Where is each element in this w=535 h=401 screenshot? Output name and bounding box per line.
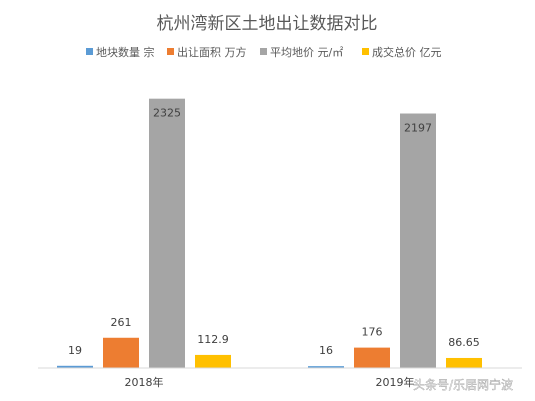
bars: 19 261 2325 112.9 16 176 2197 86.65 — [57, 98, 482, 369]
data-label-0-0: 19 — [68, 344, 82, 357]
data-label-1-1: 176 — [362, 326, 383, 339]
data-label-1-2: 2197 — [404, 122, 432, 135]
x-tick-label-1: 2019年 — [376, 375, 415, 389]
data-label-0-3: 112.9 — [197, 333, 229, 346]
x-tick-labels: 2018年 2019年 — [125, 375, 415, 389]
data-label-1-3: 86.65 — [448, 336, 480, 349]
legend-label-0: 地块数量 宗 — [96, 45, 155, 59]
data-label-0-1: 261 — [111, 316, 132, 329]
legend-swatch-2 — [260, 48, 267, 55]
data-label-0-2: 2325 — [153, 107, 181, 120]
bar-0-2 — [149, 98, 185, 368]
bar-0-0 — [57, 365, 93, 368]
bar-1-2 — [400, 113, 436, 369]
bar-0-3 — [195, 354, 231, 368]
legend-swatch-1 — [167, 48, 174, 55]
legend-label-2: 平均地价 元/㎡ — [270, 46, 343, 59]
bar-1-3 — [446, 357, 482, 368]
chart-title: 杭州湾新区土地出让数据对比 — [157, 14, 378, 34]
legend-swatch-3 — [362, 48, 369, 55]
bar-0-1 — [103, 337, 139, 368]
bar-1-1 — [354, 347, 390, 368]
x-tick-label-0: 2018年 — [125, 375, 164, 389]
legend-swatch-0 — [86, 48, 93, 55]
legend-label-1: 出让面积 万方 — [177, 45, 247, 59]
watermark: 头条号/乐居网宁波 — [413, 377, 513, 392]
legend-label-3: 成交总价 亿元 — [372, 45, 442, 59]
legend: 地块数量 宗 出让面积 万方 平均地价 元/㎡ 成交总价 亿元 — [86, 45, 442, 59]
data-label-1-0: 16 — [319, 344, 333, 357]
bar-1-0 — [308, 366, 344, 368]
